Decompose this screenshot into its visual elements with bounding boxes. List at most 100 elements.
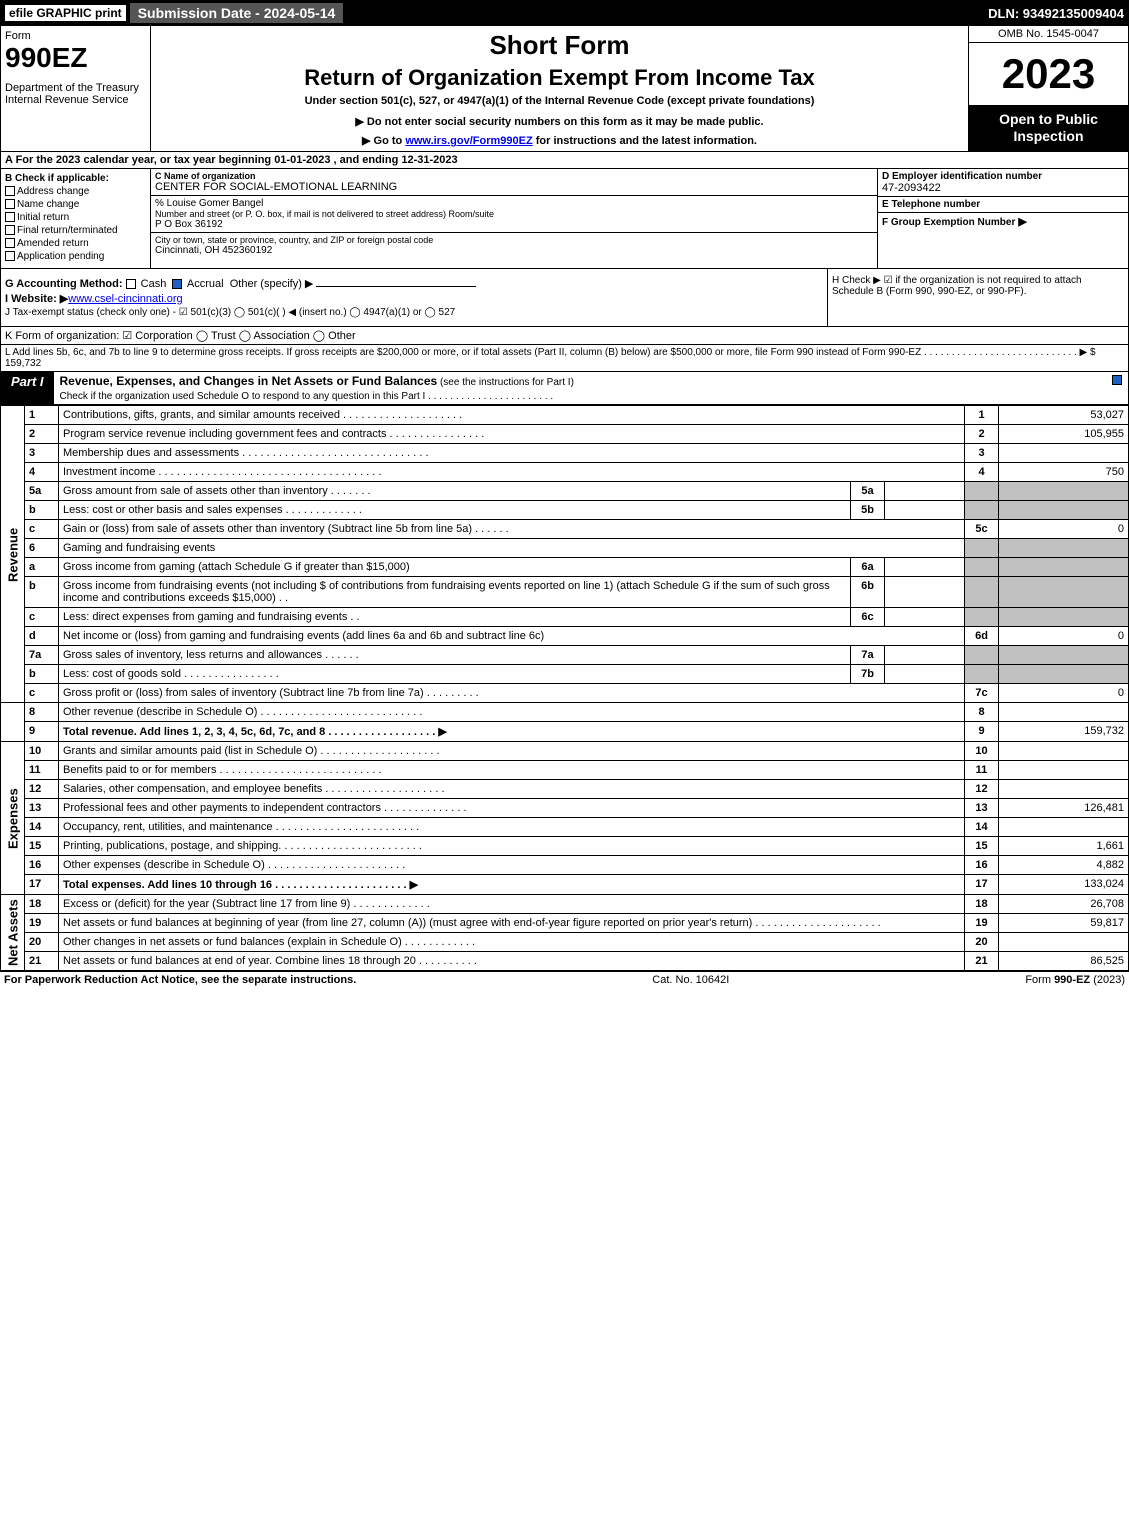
page-footer: For Paperwork Reduction Act Notice, see … bbox=[0, 971, 1129, 988]
street-block: % Louise Gomer Bangel Number and street … bbox=[151, 196, 877, 233]
footer-catno: Cat. No. 10642I bbox=[652, 974, 729, 986]
goto-post: for instructions and the latest informat… bbox=[533, 135, 757, 147]
l-text: L Add lines 5b, 6c, and 7b to line 9 to … bbox=[5, 347, 1096, 358]
table-row: 6 Gaming and fundraising events bbox=[1, 539, 1129, 558]
chk-accrual[interactable] bbox=[172, 279, 182, 289]
part1-title: Revenue, Expenses, and Changes in Net As… bbox=[54, 372, 1108, 404]
form-word: Form bbox=[5, 30, 146, 42]
goto-pre: ▶ Go to bbox=[362, 135, 405, 147]
chk-name-change[interactable]: Name change bbox=[5, 199, 146, 210]
chk-amended[interactable]: Amended return bbox=[5, 238, 146, 249]
city-label: City or town, state or province, country… bbox=[155, 235, 873, 245]
section-d: D Employer identification number 47-2093… bbox=[878, 169, 1128, 197]
table-row: 19 Net assets or fund balances at beginn… bbox=[1, 914, 1129, 933]
table-row: 21 Net assets or fund balances at end of… bbox=[1, 952, 1129, 971]
l-value: 159,732 bbox=[5, 358, 41, 369]
table-row: b Less: cost or other basis and sales ex… bbox=[1, 501, 1129, 520]
table-row: d Net income or (loss) from gaming and f… bbox=[1, 627, 1129, 646]
do-not-enter: ▶ Do not enter social security numbers o… bbox=[159, 115, 960, 128]
header-left: Form 990EZ Department of the Treasury In… bbox=[1, 26, 151, 151]
chk-cash[interactable] bbox=[126, 279, 136, 289]
section-c: C Name of organization CENTER FOR SOCIAL… bbox=[151, 169, 878, 268]
table-row: b Less: cost of goods sold . . . . . . .… bbox=[1, 665, 1129, 684]
section-b-header: B Check if applicable: bbox=[5, 173, 109, 184]
part1-tab: Part I bbox=[1, 372, 54, 404]
section-g-i-j: G Accounting Method: Cash Accrual Other … bbox=[1, 269, 828, 326]
careof: % Louise Gomer Bangel bbox=[155, 198, 873, 209]
section-b: B Check if applicable: Address change Na… bbox=[1, 169, 151, 268]
efile-label: efile GRAPHIC print bbox=[5, 5, 126, 21]
other-specify-input[interactable] bbox=[316, 286, 476, 287]
tax-exempt-status: J Tax-exempt status (check only one) - ☑… bbox=[5, 307, 823, 318]
part1-checkline: Check if the organization used Schedule … bbox=[60, 391, 554, 402]
section-def: D Employer identification number 47-2093… bbox=[878, 169, 1128, 268]
section-l: L Add lines 5b, 6c, and 7b to line 9 to … bbox=[0, 345, 1129, 372]
line-num: 1 bbox=[25, 406, 59, 425]
section-h: H Check ▶ ☑ if the organization is not r… bbox=[828, 269, 1128, 326]
line-amount: 53,027 bbox=[999, 406, 1129, 425]
ein-value: 47-2093422 bbox=[882, 182, 1124, 194]
table-row: 13 Professional fees and other payments … bbox=[1, 799, 1129, 818]
header-right: OMB No. 1545-0047 2023 Open to Public In… bbox=[968, 26, 1128, 151]
line-ref: 1 bbox=[965, 406, 999, 425]
chk-application-pending[interactable]: Application pending bbox=[5, 251, 146, 262]
table-row: 15 Printing, publications, postage, and … bbox=[1, 837, 1129, 856]
section-e: E Telephone number bbox=[878, 197, 1128, 213]
table-row: 3 Membership dues and assessments . . . … bbox=[1, 444, 1129, 463]
revenue-label: Revenue bbox=[1, 406, 25, 703]
under-section: Under section 501(c), 527, or 4947(a)(1)… bbox=[159, 95, 960, 107]
short-form-title: Short Form bbox=[159, 30, 960, 61]
table-row: 8 Other revenue (describe in Schedule O)… bbox=[1, 703, 1129, 722]
form-header: Form 990EZ Department of the Treasury In… bbox=[0, 26, 1129, 152]
department-label: Department of the Treasury Internal Reve… bbox=[5, 82, 146, 106]
section-f: F Group Exemption Number ▶ bbox=[878, 213, 1128, 230]
tax-year: 2023 bbox=[969, 43, 1128, 105]
chk-initial-return[interactable]: Initial return bbox=[5, 212, 146, 223]
table-row: 17 Total expenses. Add lines 10 through … bbox=[1, 875, 1129, 895]
group-exemption-label: F Group Exemption Number bbox=[882, 217, 1015, 228]
table-row: c Gross profit or (loss) from sales of i… bbox=[1, 684, 1129, 703]
footer-right: Form 990-EZ (2023) bbox=[1025, 974, 1125, 986]
chk-address-change[interactable]: Address change bbox=[5, 186, 146, 197]
table-row: 5a Gross amount from sale of assets othe… bbox=[1, 482, 1129, 501]
netassets-label: Net Assets bbox=[1, 895, 25, 971]
table-row: 7a Gross sales of inventory, less return… bbox=[1, 646, 1129, 665]
accounting-method: G Accounting Method: Cash Accrual Other … bbox=[5, 277, 823, 290]
table-row: c Gain or (loss) from sale of assets oth… bbox=[1, 520, 1129, 539]
line-a: A For the 2023 calendar year, or tax yea… bbox=[0, 152, 1129, 169]
table-row: a Gross income from gaming (attach Sched… bbox=[1, 558, 1129, 577]
part1-header: Part I Revenue, Expenses, and Changes in… bbox=[0, 372, 1129, 405]
table-row: Expenses 10 Grants and similar amounts p… bbox=[1, 742, 1129, 761]
footer-left: For Paperwork Reduction Act Notice, see … bbox=[4, 974, 356, 986]
table-row: 14 Occupancy, rent, utilities, and maint… bbox=[1, 818, 1129, 837]
part1-endcheck bbox=[1108, 372, 1128, 404]
dln-label: DLN: 93492135009404 bbox=[988, 6, 1124, 21]
expenses-label: Expenses bbox=[1, 742, 25, 895]
website-link[interactable]: www.csel-cincinnati.org bbox=[68, 293, 182, 305]
schedule-o-check[interactable] bbox=[1112, 375, 1122, 385]
table-row: 20 Other changes in net assets or fund b… bbox=[1, 933, 1129, 952]
goto-link[interactable]: www.irs.gov/Form990EZ bbox=[405, 135, 532, 147]
submission-date: Submission Date - 2024-05-14 bbox=[130, 3, 344, 23]
g-label: G Accounting Method: bbox=[5, 278, 123, 290]
section-gh: G Accounting Method: Cash Accrual Other … bbox=[0, 269, 1129, 327]
goto-line: ▶ Go to www.irs.gov/Form990EZ for instru… bbox=[159, 134, 960, 147]
table-row: 11 Benefits paid to or for members . . .… bbox=[1, 761, 1129, 780]
table-row: Net Assets 18 Excess or (deficit) for th… bbox=[1, 895, 1129, 914]
form-number: 990EZ bbox=[5, 42, 146, 74]
city-block: City or town, state or province, country… bbox=[151, 233, 877, 258]
arrow-icon: ▶ bbox=[1018, 216, 1026, 228]
header-center: Short Form Return of Organization Exempt… bbox=[151, 26, 968, 151]
website-line: I Website: ▶www.csel-cincinnati.org bbox=[5, 292, 823, 305]
city-value: Cincinnati, OH 452360192 bbox=[155, 245, 873, 256]
part1-table: Revenue 1 Contributions, gifts, grants, … bbox=[0, 405, 1129, 971]
org-name-block: C Name of organization CENTER FOR SOCIAL… bbox=[151, 169, 877, 196]
street-label: Number and street (or P. O. box, if mail… bbox=[155, 209, 873, 219]
street-value: P O Box 36192 bbox=[155, 219, 873, 230]
section-k: K Form of organization: ☑ Corporation ◯ … bbox=[0, 327, 1129, 345]
chk-final-return[interactable]: Final return/terminated bbox=[5, 225, 146, 236]
table-row: 12 Salaries, other compensation, and emp… bbox=[1, 780, 1129, 799]
org-name-label: C Name of organization bbox=[155, 171, 873, 181]
table-row: 9 Total revenue. Add lines 1, 2, 3, 4, 5… bbox=[1, 722, 1129, 742]
i-label: I Website: ▶ bbox=[5, 293, 68, 305]
